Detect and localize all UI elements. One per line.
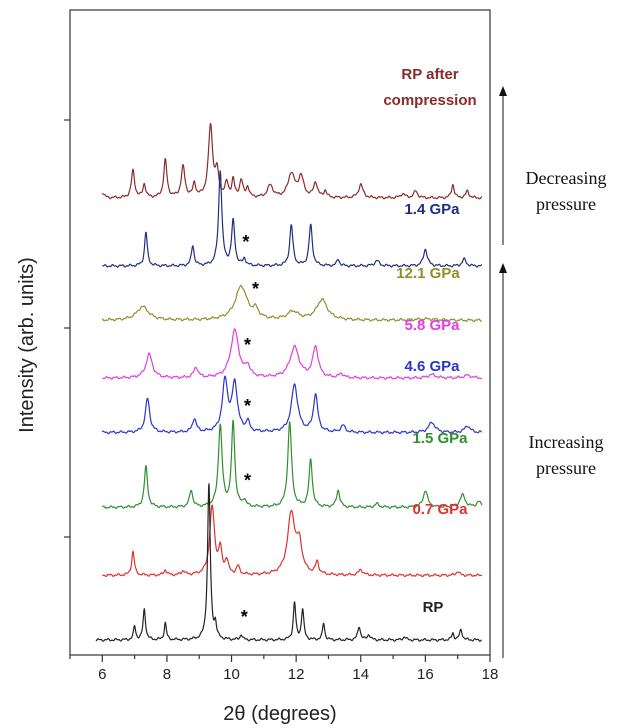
series-label: 5.8 GPa [404, 317, 460, 334]
impurity-markers: * * * * * * [241, 232, 259, 627]
series-line [101, 122, 483, 200]
series-line [101, 375, 483, 435]
increasing-text-line1: Increasing [529, 432, 604, 452]
traces-layer [95, 122, 483, 642]
increasing-pressure-annotation: Increasing pressure [499, 263, 603, 658]
series-line [102, 504, 483, 578]
impurity-star: * [252, 279, 259, 299]
series-label: 4.6 GPa [404, 358, 460, 375]
increasing-text-line2: pressure [536, 458, 596, 478]
plot-frame [69, 9, 491, 656]
series-label: RP after [401, 66, 458, 83]
x-tick-label: 14 [352, 666, 369, 683]
decreasing-pressure-annotation: Decreasing pressure [499, 86, 606, 245]
impurity-star: * [241, 607, 248, 627]
series-labels: RP after compression 1.4 GPa 12.1 GPa 5.8 GP… [383, 66, 476, 616]
x-tick-label: 10 [223, 666, 240, 683]
impurity-star: * [244, 396, 251, 416]
series-line [101, 419, 483, 510]
series-line [102, 170, 483, 268]
series-line [102, 328, 483, 380]
decreasing-text-line2: pressure [536, 194, 596, 214]
decreasing-text-line1: Decreasing [526, 168, 607, 188]
increasing-arrow-head [499, 263, 507, 273]
decreasing-arrow-head [499, 86, 507, 96]
y-axis-ticks [64, 119, 70, 538]
y-axis-label: Intensity (arb. units) [16, 257, 38, 433]
series-label: RP [423, 599, 444, 616]
x-axis-ticks: 6 8 10 12 14 16 18 [69, 655, 499, 683]
series-label: compression [383, 92, 476, 109]
impurity-star: * [244, 470, 251, 490]
impurity-star: * [242, 232, 249, 252]
series-label: 1.4 GPa [404, 201, 460, 218]
x-tick-label: 12 [288, 666, 305, 683]
series-label: 1.5 GPa [412, 430, 468, 447]
series-label: 0.7 GPa [412, 501, 468, 518]
series-line [95, 483, 483, 642]
x-tick-label: 18 [482, 666, 499, 683]
series-line [101, 284, 483, 323]
impurity-star: * [244, 335, 251, 355]
series-label: 12.1 GPa [396, 265, 460, 282]
x-axis-label: 2θ (degrees) [223, 703, 336, 725]
x-tick-label: 6 [98, 666, 106, 683]
x-tick-label: 8 [163, 666, 171, 683]
x-tick-label: 16 [417, 666, 434, 683]
